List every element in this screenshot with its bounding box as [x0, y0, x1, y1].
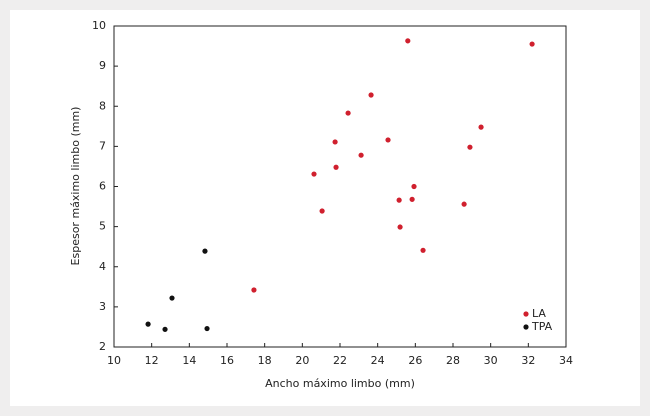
point [202, 248, 208, 254]
x-tick-label: 28 [446, 354, 460, 367]
x-tick-label: 30 [484, 354, 498, 367]
x-tick-label: 12 [145, 354, 159, 367]
point [409, 196, 415, 202]
x-tick-label: 26 [408, 354, 422, 367]
y-tick-label: 5 [99, 220, 106, 233]
point [345, 110, 351, 116]
point [332, 139, 338, 145]
y-tick-label: 10 [92, 19, 106, 32]
x-tick-label: 24 [371, 354, 385, 367]
point [411, 183, 417, 190]
point [397, 224, 403, 230]
x-tick-label: 18 [258, 354, 272, 367]
y-tick-label: 2 [99, 340, 106, 353]
point [204, 325, 210, 332]
x-tick-label: 34 [559, 354, 573, 367]
point [251, 287, 257, 293]
y-tick-label: 7 [99, 139, 106, 152]
x-tick-label: 32 [521, 354, 535, 367]
point [467, 144, 473, 150]
x-tick-label: 14 [182, 354, 196, 367]
y-tick-label: 9 [99, 59, 106, 72]
y-tick-label: 6 [99, 180, 106, 193]
x-tick-label: 16 [220, 354, 234, 367]
point [311, 171, 317, 177]
point [145, 321, 151, 327]
point [319, 208, 325, 214]
legend-marker [523, 311, 529, 317]
point [478, 124, 484, 130]
y-axis-label: Espesor máximo limbo (mm) [69, 107, 82, 266]
point [461, 201, 467, 207]
y-tick-label: 8 [99, 99, 106, 112]
x-tick-label: 20 [295, 354, 309, 367]
point [529, 41, 535, 47]
legend-marker [523, 324, 529, 330]
point [396, 197, 402, 203]
point [405, 38, 411, 44]
point [420, 247, 426, 253]
x-tick-label: 10 [107, 354, 121, 367]
point [162, 326, 168, 332]
point [333, 164, 339, 170]
y-tick-label: 3 [99, 300, 106, 313]
point [368, 92, 374, 98]
point [358, 152, 364, 158]
x-axis-label: Ancho máximo limbo (mm) [265, 377, 415, 390]
legend-label: LA [532, 307, 546, 320]
point [385, 137, 391, 143]
x-tick-label: 22 [333, 354, 347, 367]
point [169, 295, 175, 301]
panel [10, 10, 640, 406]
y-tick-label: 4 [99, 260, 106, 273]
legend-label: TPA [531, 320, 553, 333]
